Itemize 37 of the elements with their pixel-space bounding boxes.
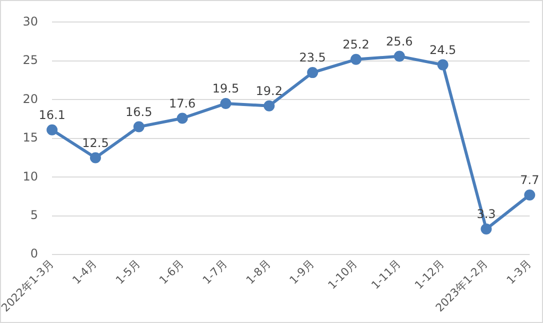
- data-label: 16.5: [126, 104, 152, 119]
- x-tick-label: 1-6月: [156, 257, 186, 287]
- data-label: 19.2: [256, 84, 283, 98]
- data-label: 19.5: [212, 82, 240, 96]
- point: [307, 67, 318, 78]
- point: [437, 59, 448, 70]
- x-tick-label: 1-7月: [200, 257, 230, 287]
- point: [480, 224, 492, 235]
- data-label: 17.6: [168, 96, 196, 110]
- point: [524, 189, 536, 200]
- y-tick-label: 0: [30, 246, 38, 261]
- x-tick-label: 1-5月: [113, 257, 144, 287]
- data-label: 23.5: [299, 50, 326, 65]
- data-label: 24.5: [429, 42, 456, 57]
- y-tick-label: 10: [22, 169, 38, 184]
- y-tick-label: 30: [22, 14, 38, 28]
- point: [46, 124, 58, 136]
- point: [350, 54, 362, 65]
- point: [90, 152, 101, 164]
- point: [176, 112, 188, 124]
- data-label: 12.5: [82, 136, 109, 150]
- data-label: 25.2: [342, 38, 370, 52]
- y-tick-label: 20: [22, 92, 38, 106]
- point: [394, 50, 405, 62]
- x-tick-label: 1-9月: [287, 257, 317, 287]
- data-label: 25.6: [386, 34, 413, 48]
- y-tick-label: 15: [22, 130, 38, 145]
- x-tick-label: 1-4月: [70, 257, 100, 287]
- point: [264, 100, 275, 112]
- y-tick-label: 25: [22, 53, 38, 68]
- x-tick-label: 1-8月: [244, 257, 274, 287]
- point: [133, 121, 144, 132]
- x-tick-label: 1-3月: [504, 257, 534, 287]
- data-label: 16.1: [38, 108, 66, 122]
- data-label: 7.7: [520, 173, 540, 188]
- point: [220, 98, 232, 110]
- y-tick-label: 5: [30, 208, 38, 222]
